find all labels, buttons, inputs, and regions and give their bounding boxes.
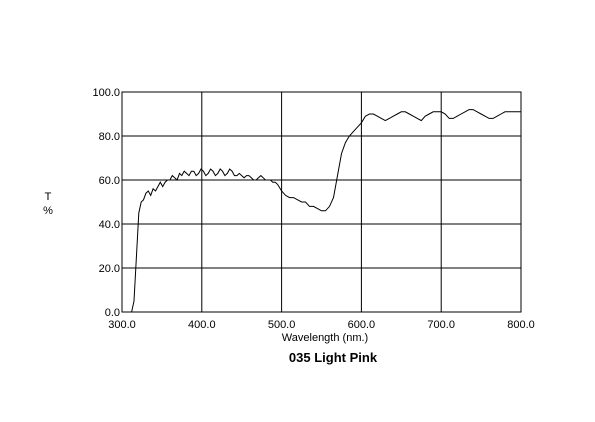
y-axis-label-bottom: % (43, 205, 53, 217)
x-tick-label: 600.0 (348, 319, 376, 331)
y-axis-label-top: T (45, 191, 52, 203)
y-tick-label: 100.0 (92, 87, 120, 99)
x-tick-label: 500.0 (268, 319, 296, 331)
grid (121, 91, 522, 313)
plot-frame (121, 91, 522, 313)
x-tick-label: 700.0 (427, 319, 455, 331)
x-tick-label: 400.0 (188, 319, 216, 331)
y-tick-label: 80.0 (99, 131, 120, 143)
x-tick-label: 300.0 (108, 319, 136, 331)
y-tick-label: 20.0 (99, 263, 120, 275)
series-line (131, 109, 521, 313)
y-tick-label: 40.0 (99, 219, 120, 231)
chart-title: 035 Light Pink (289, 350, 378, 365)
x-axis-label: Wavelength (nm.) (282, 332, 368, 344)
x-tick-label: 800.0 (507, 319, 535, 331)
y-tick-labels: 0.0 20.0 40.0 60.0 80.0 100.0 (92, 87, 120, 319)
y-tick-label: 0.0 (105, 307, 120, 319)
x-tick-labels: 300.0 400.0 500.0 600.0 700.0 800.0 (108, 319, 535, 331)
y-tick-label: 60.0 (99, 175, 120, 187)
